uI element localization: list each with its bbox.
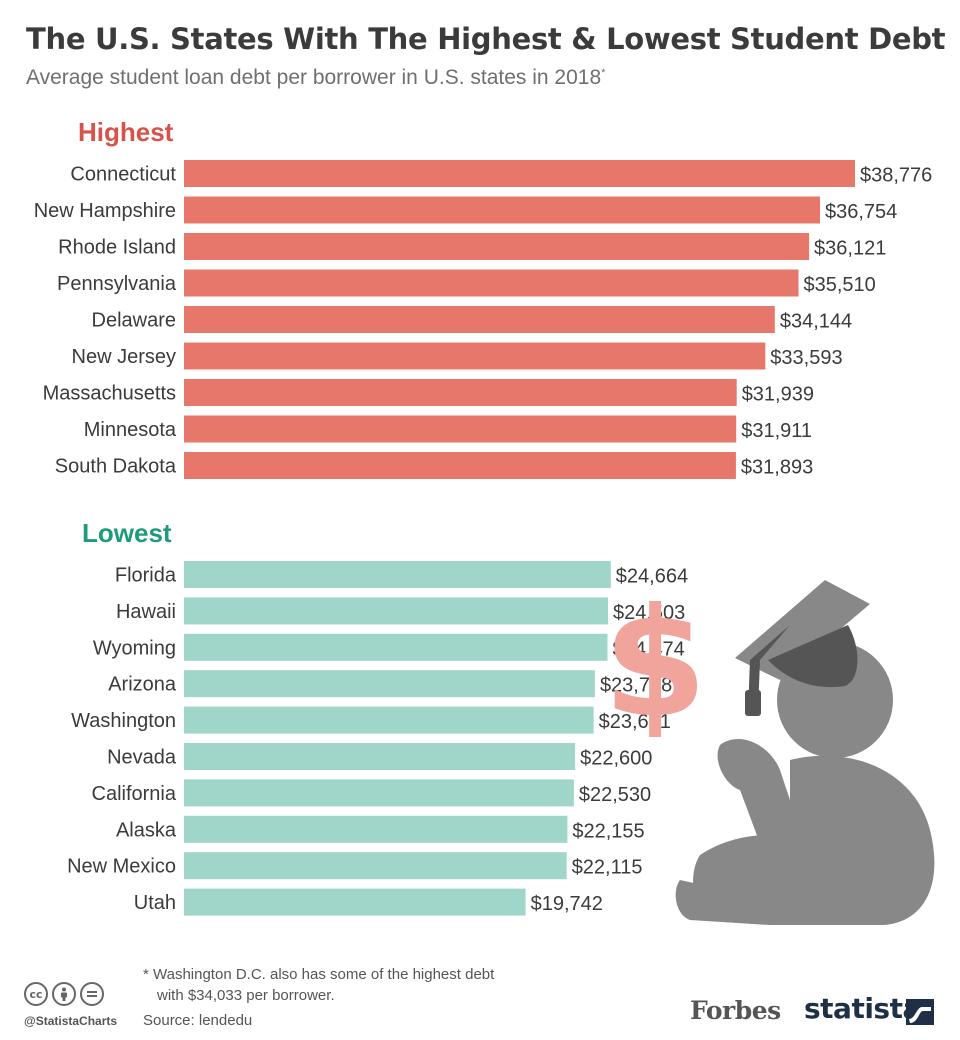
forbes-logo: Forbes — [690, 996, 781, 1025]
page-title: The U.S. States With The Highest & Lowes… — [26, 22, 946, 56]
lowest-category-label: Utah — [134, 892, 176, 914]
lowest-bar-group: Florida $24,664 Hawaii $24,503 Wyoming $24,47… — [67, 561, 688, 916]
statista-logo: statista — [804, 992, 921, 1025]
highest-bar[interactable] — [184, 452, 736, 479]
highest-value-label: $36,754 — [825, 201, 897, 223]
lowest-bar[interactable] — [184, 561, 611, 588]
highest-value-label: $31,893 — [741, 457, 813, 479]
lowest-value-label: $22,600 — [580, 748, 652, 770]
highest-category-label: Delaware — [92, 310, 176, 332]
lowest-bar[interactable] — [184, 852, 567, 880]
subtitle-text: Average student loan debt per borrower i… — [26, 66, 602, 89]
footnote: * Washington D.C. also has some of the h… — [143, 964, 494, 1006]
license-icons: cc — [24, 982, 104, 1006]
highest-bar[interactable] — [184, 415, 737, 443]
student-figure-icon — [675, 580, 935, 925]
lowest-bar[interactable] — [184, 815, 568, 843]
graduation-cap-icon — [735, 580, 870, 680]
lowest-value-label: $23,671 — [599, 711, 671, 733]
footnote-line-2: with $34,033 per borrower. — [157, 987, 335, 1004]
statista-handle[interactable]: @StatistaCharts — [24, 1014, 118, 1028]
lowest-value-label: $22,530 — [579, 784, 651, 806]
student-debt-icon: $ — [603, 577, 935, 925]
highest-value-label: $31,939 — [742, 384, 814, 406]
lowest-bar[interactable] — [184, 633, 608, 661]
page-subtitle: Average student loan debt per borrower i… — [26, 66, 605, 90]
attribution-icon[interactable] — [52, 982, 76, 1006]
highest-bar[interactable] — [184, 342, 766, 370]
lowest-category-label: Hawaii — [116, 601, 176, 623]
highest-value-label: $38,776 — [860, 165, 932, 187]
lowest-category-label: Nevada — [107, 747, 177, 769]
lowest-value-label: $23,748 — [600, 675, 672, 697]
lowest-bar[interactable] — [184, 743, 576, 770]
highest-bar[interactable] — [184, 306, 775, 333]
highest-bar-group: Connecticut $38,776 New Hampshire $36,754 Rh… — [34, 160, 932, 479]
lowest-value-label: $24,503 — [613, 602, 685, 624]
highest-category-label: South Dakota — [55, 456, 177, 478]
highest-category-label: Massachusetts — [43, 383, 176, 405]
highest-value-label: $31,911 — [741, 420, 812, 442]
statista-logo-mark-icon — [906, 999, 934, 1025]
lowest-bar[interactable] — [184, 779, 574, 807]
subtitle-footnote-mark: * — [601, 67, 606, 79]
lowest-bar[interactable] — [184, 888, 526, 916]
no-derivatives-icon[interactable] — [80, 982, 104, 1006]
highest-bar[interactable] — [184, 269, 799, 297]
lowest-category-label: California — [92, 783, 177, 805]
lowest-value-label: $19,742 — [531, 893, 603, 915]
lowest-bar[interactable] — [184, 597, 608, 625]
source-text: Source: lendedu — [143, 1012, 253, 1029]
highest-bar[interactable] — [184, 160, 855, 187]
highest-category-label: Pennsylvania — [57, 273, 177, 295]
highest-value-label: $35,510 — [803, 274, 875, 296]
highest-value-label: $33,593 — [770, 347, 842, 369]
lowest-value-label: $24,474 — [613, 638, 685, 660]
lowest-value-label: $22,115 — [572, 857, 643, 879]
lowest-category-label: Arizona — [108, 674, 177, 696]
cc-icon[interactable]: cc — [24, 982, 48, 1006]
highest-category-label: New Hampshire — [34, 200, 176, 222]
highest-category-label: Connecticut — [70, 164, 176, 186]
lowest-bar[interactable] — [184, 670, 595, 698]
lowest-category-label: Wyoming — [93, 637, 176, 659]
highest-category-label: Rhode Island — [58, 237, 176, 259]
highest-bar[interactable] — [184, 233, 810, 260]
footnote-line-1: * Washington D.C. also has some of the h… — [143, 966, 495, 983]
dollar-sign-icon: $ — [603, 577, 707, 751]
lowest-category-label: Alaska — [116, 819, 177, 841]
highest-value-label: $36,121 — [814, 238, 886, 260]
lowest-value-label: $22,155 — [572, 820, 644, 842]
highest-bar[interactable] — [184, 379, 737, 406]
section-title-lowest: Lowest — [82, 518, 172, 548]
section-title-highest: Highest — [78, 117, 174, 147]
lowest-value-label: $24,664 — [616, 566, 688, 588]
lowest-category-label: New Mexico — [67, 856, 176, 878]
highest-category-label: Minnesota — [84, 419, 177, 441]
lowest-category-label: Washington — [71, 710, 176, 732]
highest-category-label: New Jersey — [72, 346, 176, 368]
lowest-category-label: Florida — [115, 565, 177, 587]
highest-bar[interactable] — [184, 196, 820, 224]
lowest-bar[interactable] — [184, 706, 594, 734]
highest-value-label: $34,144 — [780, 311, 852, 333]
